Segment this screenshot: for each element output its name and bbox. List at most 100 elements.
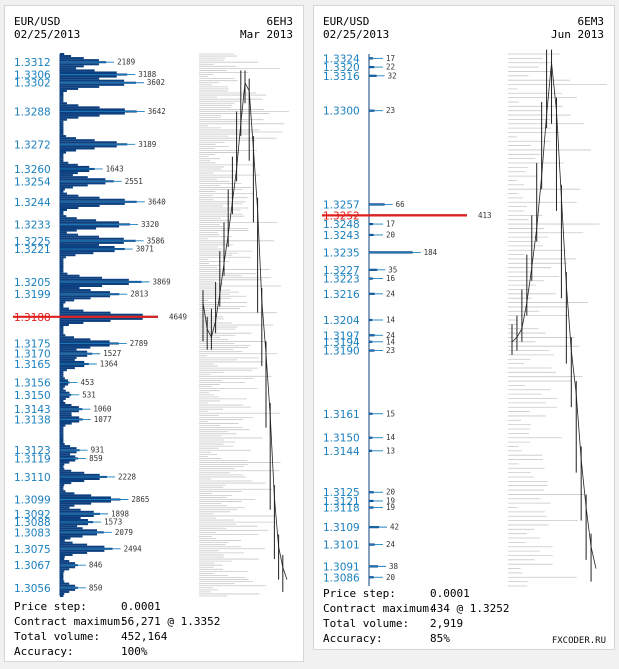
volume-bar [60,278,129,281]
volume-bar [60,572,64,575]
peak-volume-label: 14 [386,316,396,325]
price-path-segment [269,415,275,498]
volume-bar [60,346,91,349]
volume-bar [60,414,72,417]
accuracy-row: Accuracy: 85% [323,633,450,645]
volume-bar [60,344,110,347]
volume-bar [60,568,70,571]
volume-bar [60,566,76,569]
volume-bar [60,330,64,333]
volume-bar [60,467,65,470]
price-label: 1.3056 [14,583,51,595]
volume-bar [60,506,70,509]
volume-bar [60,576,64,579]
volume-bar [60,176,88,179]
price-label: 1.3205 [14,277,51,289]
volume-bar [60,139,95,142]
price-label: 1.3121 [323,496,360,508]
volume-bar [60,463,65,466]
volume-bar [60,377,65,380]
volume-bar [60,490,66,493]
price-label: 1.3312 [14,57,51,69]
volume-bar [60,291,111,294]
contract-max-value: 434 @ 1.3252 [430,602,510,615]
volume-bar [60,262,64,265]
volume-bar [60,574,64,577]
price-label: 1.3288 [14,106,51,118]
price-label: 1.3233 [14,219,51,231]
total-volume-row: Total volume: 452,164 [14,631,167,643]
volume-bar [60,469,72,472]
contract-max-row: Contract maximum:434 @ 1.3252 [323,603,509,615]
volume-bar [60,221,120,224]
volume-bar [60,194,79,197]
volume-bar [60,79,125,82]
price-label: 1.3123 [14,445,51,457]
price-label: 1.3083 [14,527,51,539]
price-label: 1.3300 [323,106,360,118]
peak-volume-label: 42 [390,523,399,532]
price-path-segment [585,507,592,547]
peak-volume-label: 2865 [131,495,149,504]
volume-bar [60,71,117,74]
price-path-segment [202,302,208,330]
peak-volume-label: 23 [386,346,395,355]
price-label: 1.3165 [14,359,51,371]
volume-bar [60,502,92,505]
volume-bar [60,328,64,331]
volume-bar [60,165,90,168]
volume-bar [60,284,103,288]
contract-max-label: Contract maximum: [14,615,127,628]
symbol-label: 6EM3 [577,15,605,28]
peak-volume-label: 2789 [130,339,148,348]
volume-bar [60,420,80,423]
price-label: 1.3197 [323,330,360,342]
peak-volume-label: 2189 [117,58,135,67]
volume-bar [60,369,67,372]
volume-bar [60,163,78,166]
volume-bar [60,365,85,368]
contract-month-label: Mar 2013 [240,28,293,41]
accuracy-value: 100% [121,645,148,658]
volume-bar [60,356,77,359]
volume-bar [60,510,94,513]
volume-bar [60,422,72,425]
peak-volume-label: 22 [386,63,395,72]
volume-bar [60,562,76,565]
volume-bar [60,367,75,370]
volume-bar [60,172,78,175]
volume-bar [60,198,125,201]
total-volume-row: Total volume: 2,919 [323,618,463,630]
peak-volume-label: 846 [89,561,103,570]
peak-volume-label: 453 [81,378,95,387]
peak-volume-label: 15 [386,409,395,418]
price-path-segment [219,263,225,295]
price-step-label: Price step: [323,587,396,600]
volume-bar [60,410,79,413]
contract-max-row: Contract maximum:56,271 @ 1.3352 [14,616,220,628]
volume-bar [60,471,85,474]
volume-bar [60,580,65,583]
volume-bar [60,375,64,378]
volume-bar [60,87,79,90]
volume-bar [60,508,81,511]
price-step-value: 0.0001 [121,600,161,613]
total-volume-label: Total volume: [323,617,410,630]
price-path-segment [240,82,246,124]
volume-bar [60,426,64,429]
volume-bar [60,440,64,444]
price-step-value: 0.0001 [430,587,470,600]
brand-label[interactable]: FXCODER.RU [551,636,606,646]
volume-bar [60,233,79,236]
contract-max-value: 56,271 @ 1.3352 [121,615,221,628]
volume-bar [60,55,72,58]
volume-bar [60,529,98,532]
peak-volume-label: 3071 [136,245,154,254]
price-path-segment [206,328,212,338]
peak-volume-label: 17 [386,54,395,63]
volume-bar [60,217,77,220]
volume-bar [60,504,75,507]
volume-bar [60,443,65,446]
price-label: 1.3306 [14,70,51,82]
volume-bar [60,245,115,249]
